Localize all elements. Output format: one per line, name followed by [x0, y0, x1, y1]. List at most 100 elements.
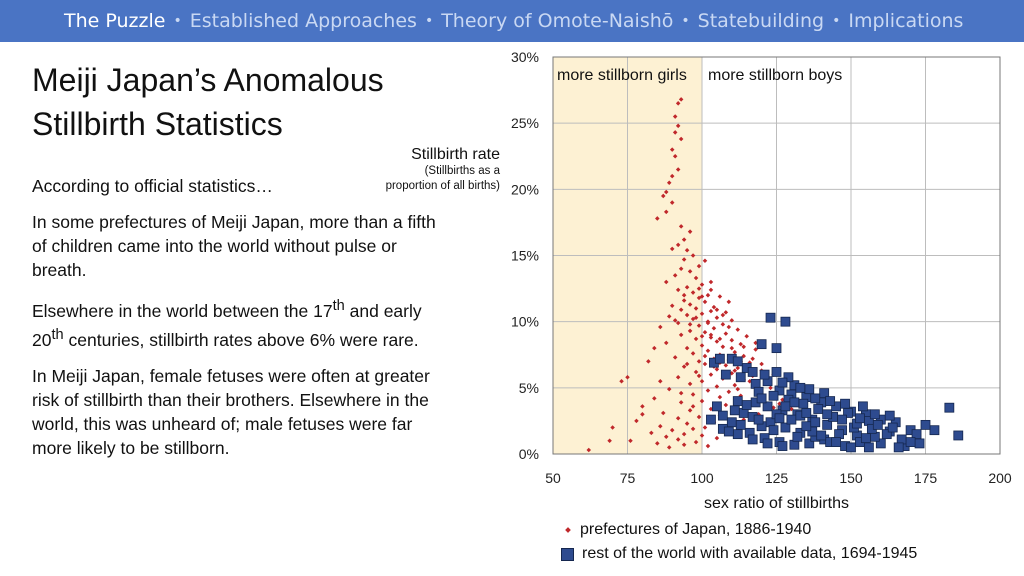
- japan-point: [726, 389, 732, 395]
- japan-point: [660, 410, 666, 416]
- japan-point: [652, 345, 657, 351]
- world-point: [780, 316, 791, 327]
- japan-point: [666, 445, 672, 450]
- world-point: [726, 417, 737, 428]
- japan-point: [649, 430, 654, 436]
- world-point: [804, 384, 815, 395]
- japan-point: [681, 442, 687, 447]
- japan-point: [711, 304, 717, 310]
- japan-point: [696, 286, 702, 291]
- world-point: [747, 434, 758, 445]
- japan-point: [687, 408, 693, 413]
- world-point: [816, 430, 827, 441]
- y-tick-label: 25%: [511, 115, 539, 131]
- japan-point: [690, 351, 696, 356]
- x-tick-label: 200: [988, 470, 1012, 486]
- japan-point: [693, 369, 699, 375]
- japan-point: [672, 273, 678, 278]
- japan-point: [610, 425, 615, 430]
- world-point: [780, 401, 791, 412]
- world-point: [822, 409, 833, 420]
- world-point: [813, 404, 824, 414]
- japan-point: [750, 356, 755, 361]
- world-point: [732, 429, 743, 440]
- japan-point: [705, 388, 711, 393]
- japan-point: [684, 284, 690, 290]
- world-point: [732, 396, 743, 406]
- japan-point: [699, 378, 705, 384]
- japan-point: [634, 418, 639, 424]
- plot-frame: [552, 56, 1001, 455]
- japan-point: [640, 412, 645, 417]
- japan-point: [693, 336, 699, 342]
- japan-point: [705, 443, 711, 449]
- world-point: [777, 441, 788, 451]
- x-tick-label: 50: [545, 470, 561, 486]
- legend-label-japan: prefectures of Japan, 1886-1940: [580, 521, 812, 538]
- world-point: [875, 438, 886, 449]
- japan-point: [681, 257, 687, 262]
- japan-point: [663, 279, 669, 285]
- world-point: [840, 398, 850, 409]
- japan-point: [658, 324, 663, 330]
- japan-point: [663, 340, 669, 346]
- world-point: [893, 442, 904, 453]
- japan-point: [702, 353, 708, 359]
- world-point: [774, 413, 785, 424]
- nav-item-established-approaches[interactable]: Established Approaches: [189, 10, 417, 32]
- japan-point: [714, 315, 720, 320]
- japan-point: [690, 290, 696, 295]
- nav-item-the-puzzle[interactable]: The Puzzle: [64, 10, 166, 32]
- japan-point: [675, 437, 681, 442]
- japan-point: [678, 332, 684, 338]
- world-point: [735, 419, 746, 430]
- body-paragraph-4: In Meiji Japan, female fetuses were ofte…: [32, 365, 430, 458]
- japan-point: [586, 447, 592, 453]
- world-point: [756, 339, 767, 350]
- world-point: [905, 437, 916, 447]
- japan-point: [607, 438, 612, 444]
- japan-point: [646, 359, 651, 364]
- world-point: [810, 393, 821, 404]
- p3-superscript-2: th: [51, 326, 64, 343]
- world-point: [804, 438, 815, 449]
- japan-point: [666, 386, 672, 392]
- world-point: [819, 388, 830, 399]
- chart-legend: prefectures of Japan, 1886-1940 rest of …: [560, 518, 917, 566]
- japan-point: [672, 318, 678, 323]
- japan-point: [699, 398, 705, 404]
- japan-point: [687, 302, 693, 307]
- world-point: [771, 343, 782, 354]
- x-axis-label: sex ratio of stillbirths: [704, 495, 849, 512]
- japan-point: [708, 335, 714, 340]
- japan-point: [684, 312, 690, 318]
- japan-point: [675, 320, 681, 326]
- japan-point: [690, 426, 696, 432]
- world-point: [706, 414, 716, 425]
- japan-point: [726, 299, 732, 305]
- y-tick-label: 10%: [511, 314, 539, 330]
- japan-point: [696, 373, 702, 379]
- japan-point: [693, 306, 699, 311]
- japan-point: [669, 427, 675, 433]
- japan-point: [732, 368, 738, 373]
- body-paragraph-2: In some prefectures of Meiji Japan, more…: [32, 212, 436, 280]
- japan-point: [693, 275, 699, 281]
- world-point: [717, 410, 728, 421]
- world-point: [911, 429, 922, 440]
- japan-point: [628, 438, 633, 444]
- japan-point: [723, 310, 729, 315]
- world-point: [822, 419, 833, 430]
- nav-item-theory[interactable]: Theory of Omote-Naishō: [441, 10, 674, 32]
- nav-item-implications[interactable]: Implications: [848, 10, 964, 32]
- japan-point: [729, 337, 735, 343]
- japan-point: [702, 425, 708, 430]
- japan-point: [714, 435, 720, 441]
- japan-point: [696, 263, 702, 269]
- world-point: [723, 426, 734, 437]
- japan-point: [702, 299, 708, 305]
- nav-item-statebuilding[interactable]: Statebuilding: [697, 10, 825, 32]
- japan-point: [666, 314, 672, 319]
- world-point: [777, 377, 788, 388]
- section-nav: The Puzzle • Established Approaches • Th…: [0, 0, 1024, 42]
